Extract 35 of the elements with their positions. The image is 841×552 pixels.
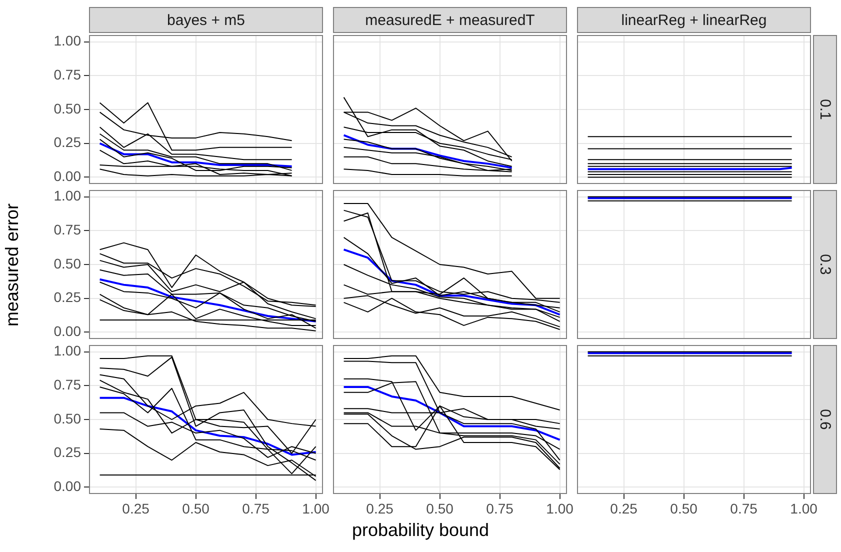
- y-tick-label: 0.75: [54, 376, 82, 392]
- y-tick-label: 1.00: [54, 32, 82, 49]
- x-tick-label: 0.75: [486, 500, 514, 516]
- y-tick-label: 0.75: [54, 66, 82, 82]
- chart-title: bayes + m5: [89, 7, 323, 33]
- y-tick-label: 0.25: [54, 134, 82, 150]
- y-tick-label: 0.50: [54, 255, 82, 272]
- y-tick-label: 0.50: [54, 410, 82, 426]
- y-tick-label: 1.00: [54, 188, 82, 204]
- x-tick-label: 0.25: [610, 500, 638, 516]
- x-tick-label: 1.00: [546, 500, 574, 516]
- y-tick-label: 0.00: [54, 168, 82, 184]
- y-tick-label: 1.00: [54, 342, 82, 359]
- x-axis-title: probability bound: [350, 520, 490, 541]
- y-tick-label: 0.00: [54, 478, 82, 494]
- y-axis-title: measured error: [2, 203, 23, 327]
- x-tick-label: 0.25: [366, 500, 394, 516]
- x-tick-label: 1.00: [302, 500, 330, 516]
- y2-axis-title: 0.6: [813, 345, 837, 494]
- y-tick-label: 0.25: [54, 289, 82, 306]
- x-tick-label: 1.00: [790, 500, 818, 516]
- x-tick-label: 0.75: [242, 500, 270, 516]
- y-tick-label: 0.25: [54, 444, 82, 460]
- chart-title: linearReg + linearReg: [577, 7, 811, 33]
- y-tick-label: 0.50: [54, 100, 82, 116]
- x-tick-label: 0.75: [730, 500, 758, 516]
- x-tick-label: 0.50: [426, 500, 454, 516]
- x-tick-label: 0.25: [122, 500, 150, 516]
- y-tick-label: 0.75: [54, 221, 82, 238]
- y2-axis-title: 0.3: [813, 190, 837, 339]
- y2-axis-title: 0.1: [813, 35, 837, 184]
- x-tick-label: 0.50: [182, 500, 210, 516]
- y-tick-label: 0.00: [54, 323, 82, 340]
- chart-title: measuredE + measuredT: [333, 7, 567, 33]
- x-tick-label: 0.50: [670, 500, 698, 516]
